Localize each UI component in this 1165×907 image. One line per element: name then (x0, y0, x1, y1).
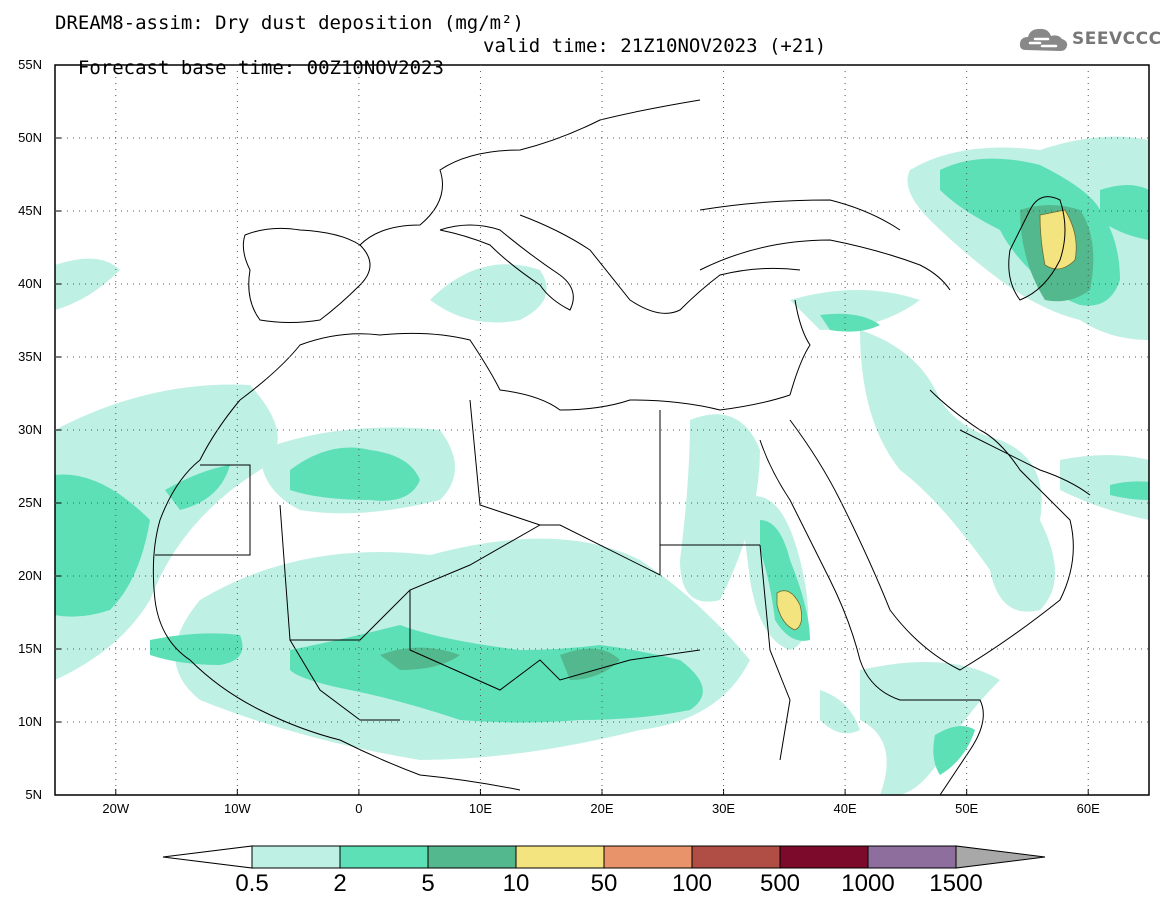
colorbar-high-arrow (955, 845, 1046, 869)
lat-label: 30N (18, 422, 42, 437)
colorbar-swatch (427, 845, 517, 869)
colorbar-swatch (515, 845, 605, 869)
lon-label: 10W (223, 801, 251, 816)
colorbar-swatch (867, 845, 957, 869)
logo-text: SEEVCCC (1072, 29, 1162, 49)
lon-label: 0 (355, 801, 363, 816)
lat-label: 55N (18, 57, 42, 72)
lon-label: 20W (102, 801, 130, 816)
cloud-icon (1019, 28, 1068, 51)
colorbar (162, 845, 1046, 869)
contour-10 (776, 209, 1077, 631)
colorbar-label: 10 (502, 870, 530, 897)
lon-label: 20E (590, 801, 614, 816)
colorbar-label: 500 (759, 870, 801, 897)
lon-label: 10E (468, 801, 493, 816)
colorbar-swatch (603, 845, 693, 869)
lat-label: 15N (18, 641, 42, 656)
coastlines (152, 99, 1091, 795)
colorbar-label: 2 (333, 870, 347, 897)
lon-label: 30E (711, 801, 736, 816)
lon-label: 60E (1076, 801, 1100, 816)
forecast-times: Forecast base time: 00Z10NOV2023 valid t… (55, 35, 826, 101)
base-time: Forecast base time: 00Z10NOV2023 (77, 57, 444, 79)
lat-label: 40N (18, 276, 42, 291)
colorbar-label: 5 (421, 870, 435, 897)
map-title: DREAM8-assim: Dry dust deposition (mg/m²… (55, 12, 524, 34)
colorbar-label: 50 (590, 870, 618, 897)
lat-label: 25N (18, 495, 42, 510)
lat-label: 50N (18, 130, 42, 145)
colorbar-label: 1000 (841, 870, 895, 897)
valid-time: valid time: 21Z10NOV2023 (+21) (483, 35, 827, 57)
colorbar-label: 0.5 (235, 870, 269, 897)
seevccc-logo: SEEVCCC (1018, 24, 1161, 56)
dust-contours (55, 99, 1149, 795)
colorbar-swatch (691, 845, 781, 869)
colorbar-swatch (251, 845, 341, 869)
lon-label: 40E (833, 801, 857, 816)
colorbar-low-arrow (162, 845, 253, 869)
lon-label: 50E (955, 801, 979, 816)
lat-label: 45N (18, 203, 42, 218)
lat-label: 5N (25, 787, 42, 802)
lat-label: 35N (18, 349, 42, 364)
lat-label: 10N (18, 714, 42, 729)
colorbar-label: 100 (671, 870, 713, 897)
colorbar-label: 1500 (929, 870, 983, 897)
lat-label: 20N (18, 568, 42, 583)
colorbar-swatch (779, 845, 869, 869)
colorbar-swatch (339, 845, 429, 869)
